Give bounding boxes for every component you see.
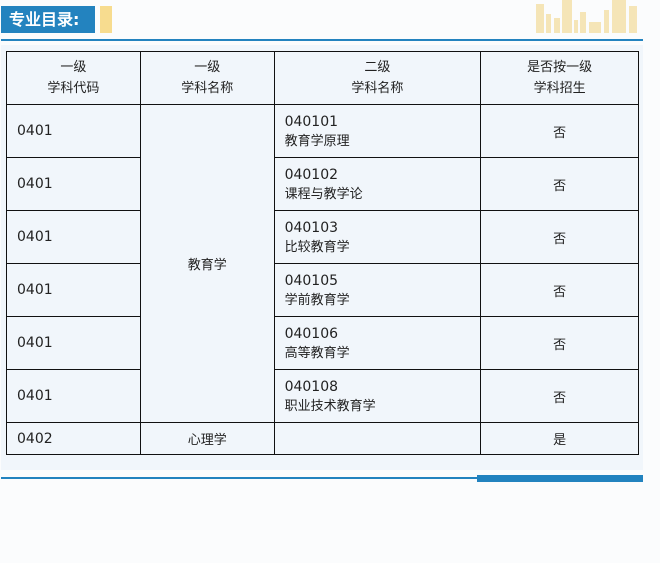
table-row: 0401 040106 高等教育学 否 (6, 316, 639, 370)
by-first-cell: 否 (480, 104, 639, 158)
city-skyline-decoration (536, 0, 637, 33)
sub-cell (273, 422, 482, 455)
footer-divider (1, 477, 477, 479)
program-table: 一级 学科代码 一级 学科名称 二级 学科名称 是否按一级 学科招生 0401 教育学 … (6, 51, 639, 455)
table-row: 0401 040108 职业技术教育学 否 (6, 369, 639, 423)
code-cell: 0401 (6, 210, 141, 264)
title-accent-bar (100, 6, 112, 33)
by-first-cell: 否 (480, 210, 639, 264)
table-row: 0401 040105 学前教育学 否 (6, 263, 639, 317)
table-row: 0401 040103 比较教育学 否 (6, 210, 639, 264)
header-first-code: 一级 学科代码 (6, 51, 141, 105)
header-second-name: 二级 学科名称 (273, 51, 482, 105)
sub-cell: 040101 教育学原理 (273, 104, 482, 158)
table-row: 0402 心理学 是 (6, 422, 639, 455)
table-row: 0401 040102 课程与教学论 否 (6, 157, 639, 211)
code-cell: 0401 (6, 104, 141, 158)
code-cell: 0401 (6, 316, 141, 370)
section-title: 专业目录: (1, 6, 95, 33)
header-by-first: 是否按一级 学科招生 (480, 51, 639, 105)
table-row: 0401 教育学 040101 教育学原理 否 (6, 104, 639, 423)
table-header-row: 一级 学科代码 一级 学科名称 二级 学科名称 是否按一级 学科招生 (6, 51, 639, 105)
code-cell: 0401 (6, 263, 141, 317)
header-first-name: 一级 学科名称 (139, 51, 275, 105)
by-first-cell: 否 (480, 316, 639, 370)
sub-cell: 040102 课程与教学论 (273, 157, 482, 211)
first-discipline-cell: 心理学 (139, 422, 275, 455)
code-cell: 0401 (6, 157, 141, 211)
by-first-cell: 否 (480, 157, 639, 211)
sub-cell: 040108 职业技术教育学 (273, 369, 482, 423)
code-cell: 0401 (6, 369, 141, 423)
first-discipline-cell: 教育学 (139, 104, 275, 423)
sub-cell: 040106 高等教育学 (273, 316, 482, 370)
by-first-cell: 否 (480, 369, 639, 423)
footer-divider-accent (477, 475, 643, 482)
sub-cell: 040105 学前教育学 (273, 263, 482, 317)
header-divider (1, 39, 643, 41)
by-first-cell: 是 (480, 422, 639, 455)
by-first-cell: 否 (480, 263, 639, 317)
code-cell: 0402 (6, 422, 141, 455)
sub-cell: 040103 比较教育学 (273, 210, 482, 264)
